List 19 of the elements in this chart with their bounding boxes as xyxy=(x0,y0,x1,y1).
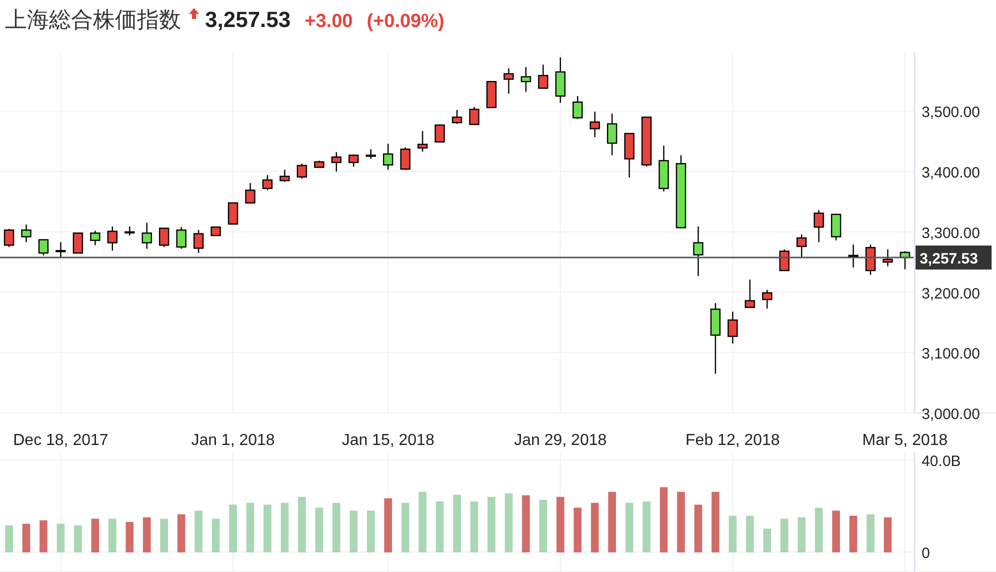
y-tick-label: 40.0B xyxy=(922,453,961,470)
x-tick-label: Jan 29, 2018 xyxy=(514,432,607,449)
x-tick-label: Jan 1, 2018 xyxy=(191,432,275,449)
y-tick-label: 3,400.00 xyxy=(922,164,980,182)
text: (+0.09%) xyxy=(366,11,444,32)
x-tick-label: Mar 5, 2018 xyxy=(862,432,948,449)
text: +3.00 xyxy=(304,11,353,32)
y-tick-label: 3,500.00 xyxy=(922,104,980,122)
text: 3,257.53 xyxy=(205,7,291,32)
y-tick-label: 3,100.00 xyxy=(922,346,980,363)
x-tick-label: Feb 12, 2018 xyxy=(686,432,780,449)
chart-title: 上海総合株価指数 xyxy=(5,7,181,32)
ref-line-label: 3,257.53 xyxy=(920,250,978,268)
x-tick-label: Dec 18, 2017 xyxy=(13,432,108,449)
y-tick-label: 3,000.00 xyxy=(922,406,980,423)
y-tick-label: 3,300.00 xyxy=(922,224,980,242)
y-tick-label: 0 xyxy=(922,545,930,562)
y-tick-label: 3,200.00 xyxy=(922,285,980,302)
x-tick-label: Jan 15, 2018 xyxy=(342,432,434,449)
